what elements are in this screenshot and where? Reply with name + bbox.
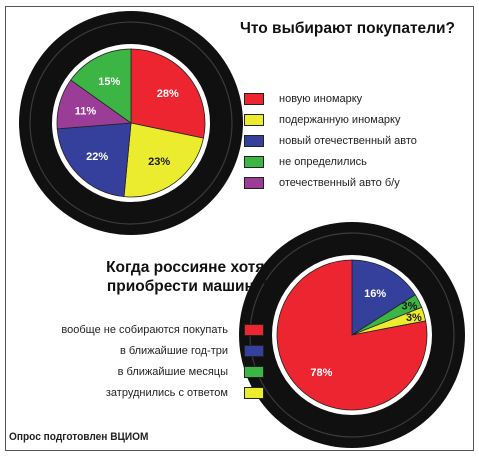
legend-label: новый отечественный авто — [279, 134, 417, 147]
pie-slice — [276, 259, 428, 411]
legend-label: подержанную иномарку — [279, 113, 401, 126]
pie-slice — [351, 259, 416, 336]
pie-chart-1: 28% 23% 22% 11% 15% — [19, 11, 243, 235]
legend-swatch — [244, 365, 264, 378]
pie-slice — [70, 48, 132, 124]
pie-slice — [56, 122, 132, 198]
legend-label: в ближайшие год-три — [119, 344, 228, 357]
source-note: Опрос подготовлен ВЦИОМ — [9, 431, 149, 443]
slice-value-label: 28% — [157, 88, 179, 100]
legend-item: новую иномарку — [244, 88, 417, 109]
chart-title-2: Когда россияне хотят приобрести машину? — [106, 259, 272, 295]
legend-label: новую иномарку — [279, 92, 363, 105]
pie-slice — [123, 122, 204, 198]
slice-value-label: 15% — [98, 76, 120, 88]
legend-swatch — [244, 323, 264, 336]
legend-swatch — [244, 155, 264, 168]
chart-title-1: Что выбирают покупатели? — [240, 20, 456, 37]
legend-item: вообще не собираются покупать — [18, 319, 264, 340]
slice-value-label: 3% — [402, 301, 418, 313]
pie-chart-2: 16% 3%3% 78% — [239, 222, 465, 448]
slice-value-label: 23% — [148, 156, 170, 168]
tire-ring-1 — [29, 21, 233, 225]
legend-swatch — [244, 344, 264, 357]
legend-swatch — [244, 386, 264, 399]
slice-value-label: 22% — [86, 151, 108, 163]
legend-item: подержанную иномарку — [244, 109, 417, 130]
legend-item: в ближайшие год-три — [18, 340, 264, 361]
legend-swatch — [244, 92, 264, 105]
legend-swatch — [244, 176, 264, 189]
legend-item: новый отечественный авто — [244, 130, 417, 151]
pie-slice — [130, 48, 206, 139]
legend-2: вообще не собираются покупать в ближайшие… — [18, 319, 264, 403]
legend-1: новую иномарку подержанную иномарку новый … — [244, 88, 417, 193]
legend-label: в ближайшие месяцы — [117, 365, 228, 378]
legend-item: в ближайшие месяцы — [18, 361, 264, 382]
slice-value-label: 11% — [75, 105, 97, 117]
legend-item: затруднились с ответом — [18, 382, 264, 403]
legend-label: отечественный авто б/у — [279, 176, 400, 189]
legend-label: вообще не собираются покупать — [61, 323, 228, 336]
legend-swatch — [244, 134, 264, 147]
legend-item: отечественный авто б/у — [244, 172, 417, 193]
legend-swatch — [244, 113, 264, 126]
slice-value-label: 16% — [364, 288, 386, 300]
slice-value-label: 78% — [310, 367, 332, 379]
legend-item: не определились — [244, 151, 417, 172]
legend-label: не определились — [279, 155, 367, 168]
legend-label: затруднились с ответом — [105, 386, 228, 399]
slice-value-label: 3% — [406, 312, 422, 324]
